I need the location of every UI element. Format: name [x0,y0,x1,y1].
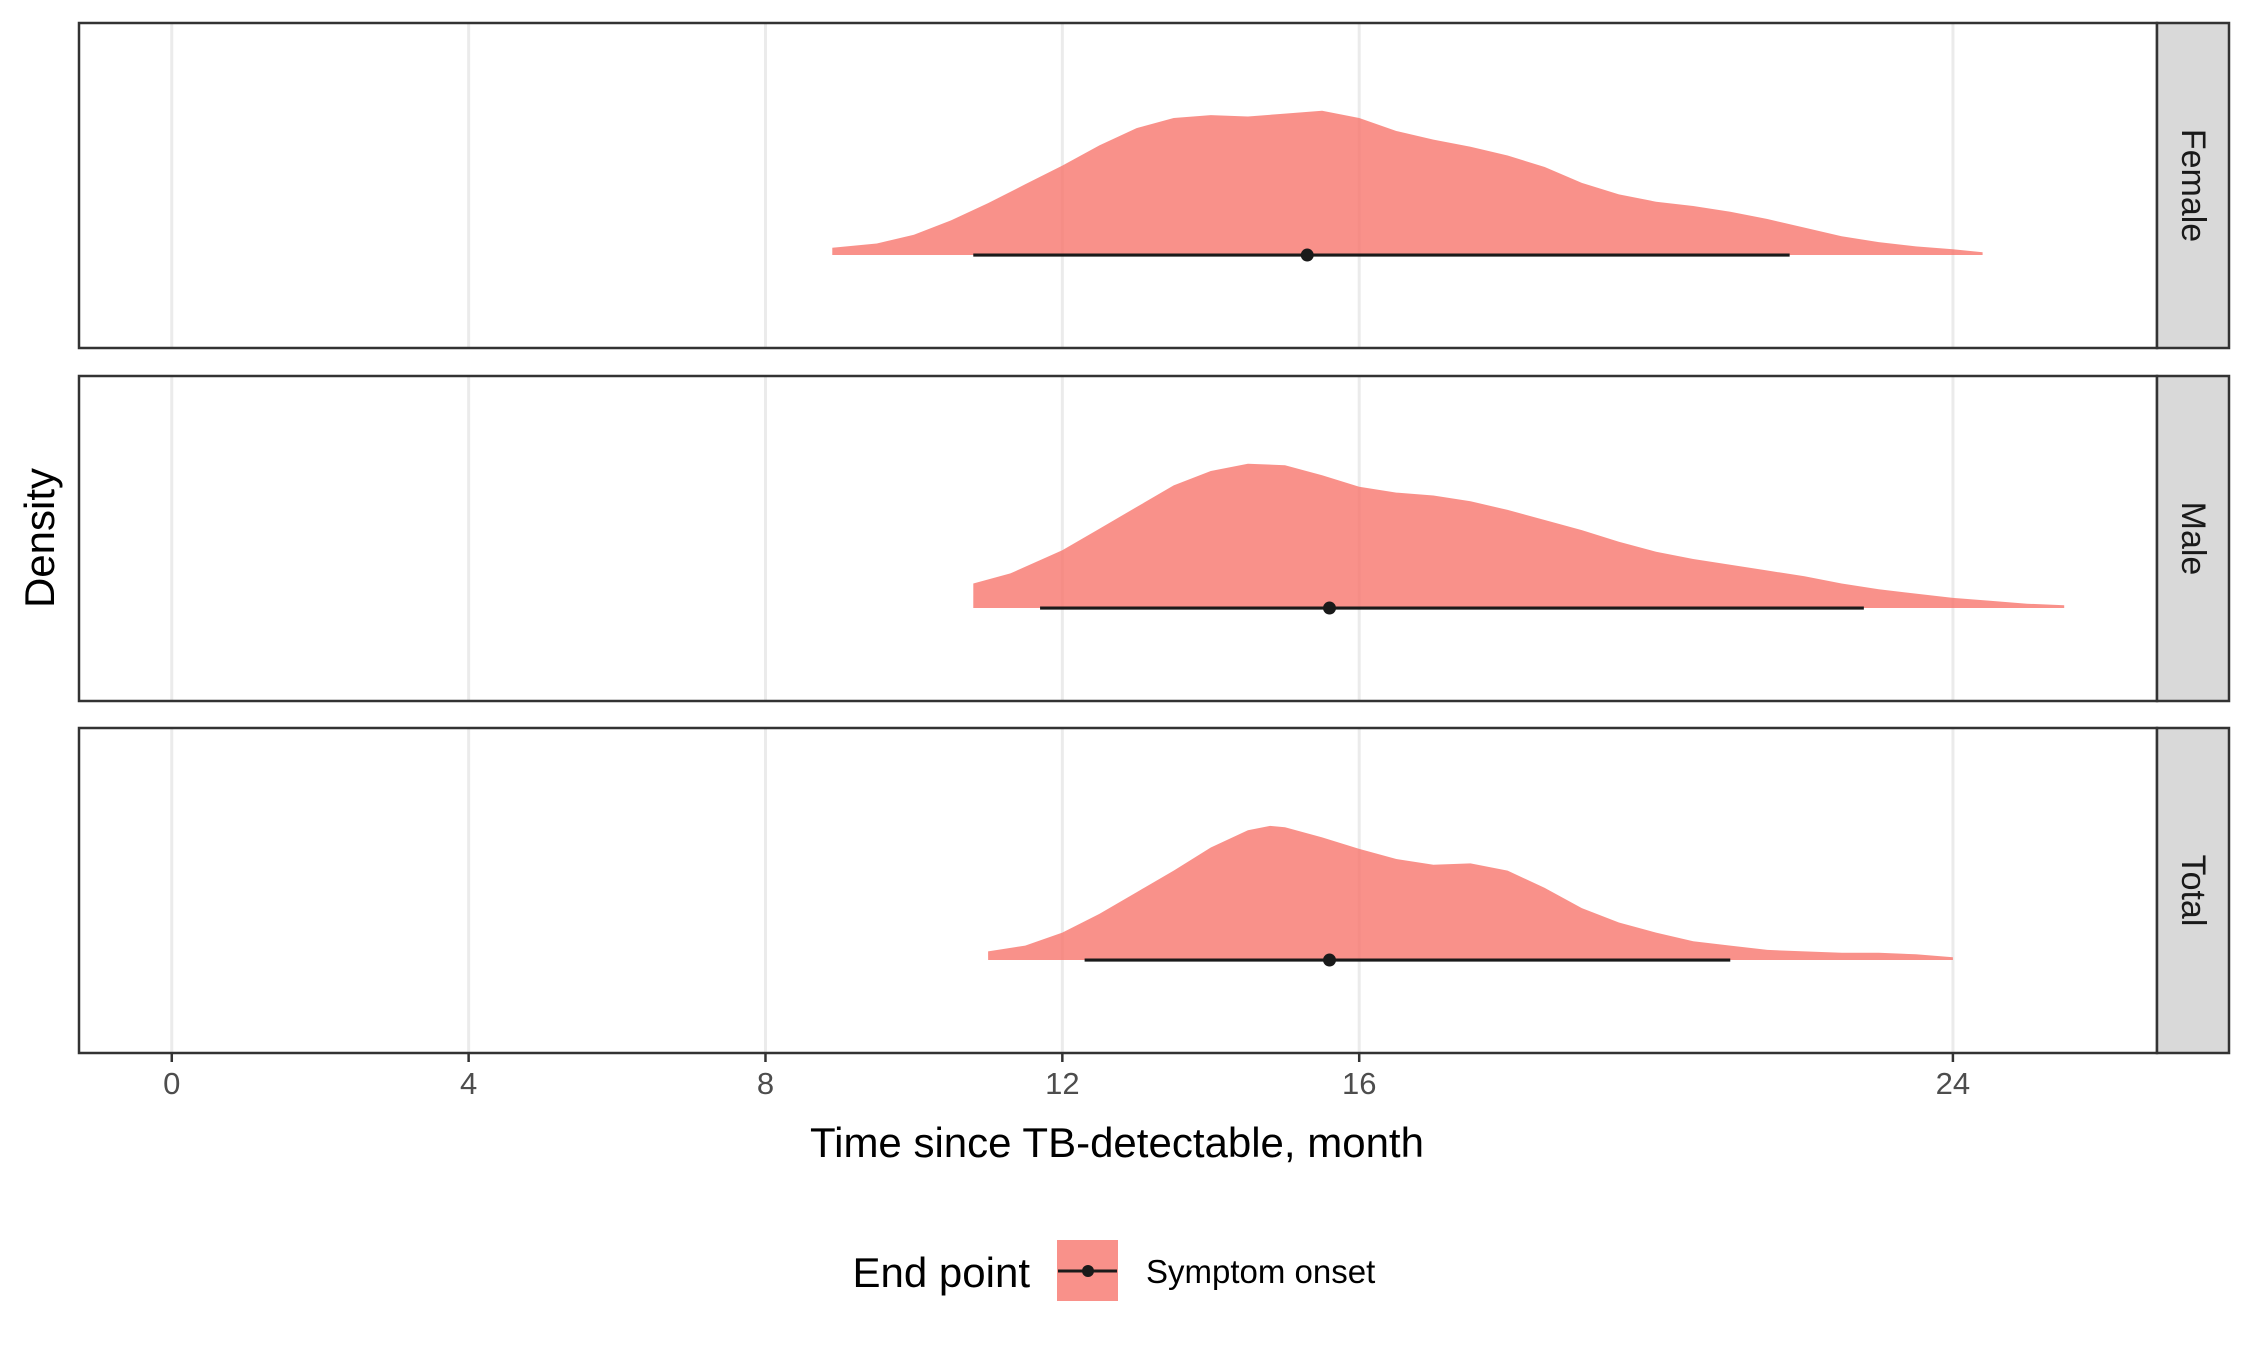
median-point-total [1323,953,1337,967]
x-tick-label: 16 [1342,1066,1376,1101]
strip-female [2155,21,2231,350]
x-tick-label: 24 [1936,1066,1970,1101]
strip-label-male: Male [2174,502,2212,576]
median-point-male [1323,601,1337,615]
strip-total [2155,726,2231,1055]
strip-label-female: Female [2174,129,2212,242]
x-axis: 0 4 8 12 16 24 [163,1053,1970,1101]
x-tick-label: 0 [163,1066,180,1101]
density-area-male [973,463,2065,609]
legend: End point Symptom onset [853,1240,1375,1301]
density-area-total [988,825,1953,961]
facet-panels: Female Male Total [77,21,2231,1055]
legend-label-symptom-onset: Symptom onset [1146,1253,1375,1290]
facet-panel-female: Female [77,21,2231,350]
legend-title: End point [853,1249,1031,1296]
x-tick-label: 8 [757,1066,774,1101]
density-area-female [832,110,1983,256]
legend-key-point [1082,1265,1094,1277]
strip-male [2155,374,2231,703]
x-tick-label: 4 [460,1066,477,1101]
y-axis-title: Density [16,468,63,608]
median-point-female [1300,248,1314,262]
strip-label-total: Total [2174,855,2212,927]
facet-panel-total: Total [77,726,2231,1055]
panel-border [77,726,2159,1055]
x-axis-title: Time since TB-detectable, month [810,1119,1424,1166]
facet-panel-male: Male [77,374,2231,703]
x-tick-label: 12 [1045,1066,1079,1101]
